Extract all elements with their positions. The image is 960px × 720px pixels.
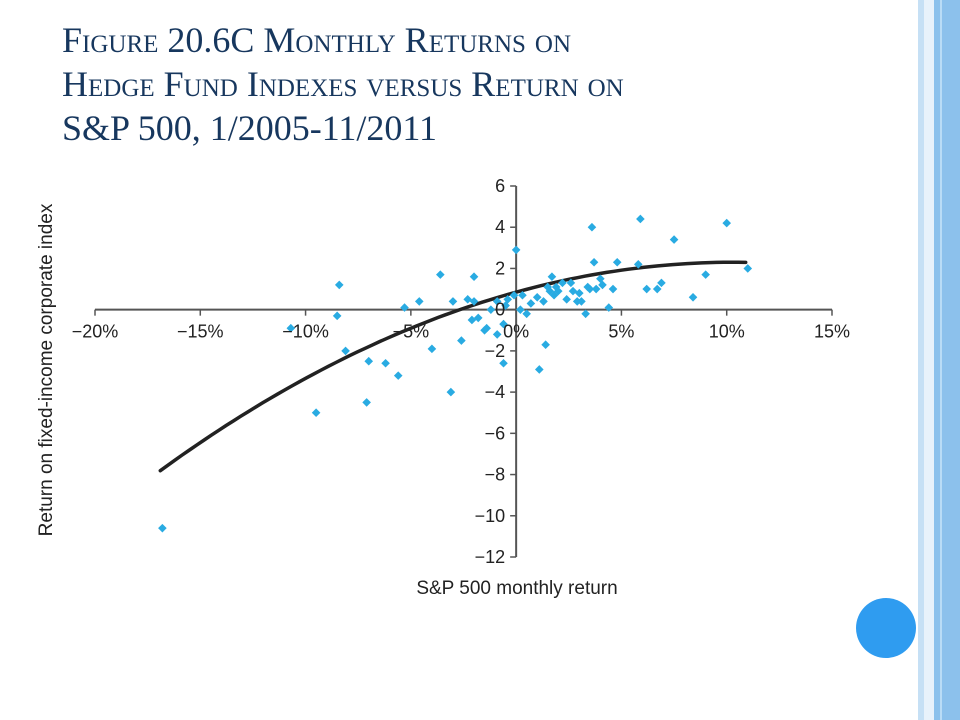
title-line-1: Figure 20.6C Monthly Returns on — [62, 20, 572, 60]
data-point — [532, 293, 542, 302]
data-point — [589, 257, 599, 267]
data-point — [364, 356, 374, 366]
decor-bar-3-edge — [940, 0, 942, 720]
data-point — [516, 305, 525, 314]
data-point — [701, 270, 710, 279]
data-point — [743, 264, 753, 273]
data-point — [334, 280, 344, 290]
data-point — [492, 297, 502, 306]
y-tick-label: −4 — [485, 382, 506, 402]
data-point — [547, 272, 557, 281]
data-point — [414, 297, 424, 306]
x-tick-label: 0% — [503, 322, 529, 342]
x-tick-label: −20% — [72, 322, 119, 342]
data-point — [585, 284, 595, 294]
data-point — [469, 272, 479, 281]
data-point — [553, 286, 563, 296]
data-point — [469, 297, 479, 306]
fit-curve-group — [158, 260, 748, 473]
data-point — [503, 295, 513, 304]
data-point — [492, 330, 502, 339]
data-point — [587, 222, 597, 232]
data-point — [482, 323, 491, 333]
data-point — [446, 387, 456, 397]
title-line-2: Hedge Fund Indexes versus Return on — [62, 64, 624, 104]
data-point — [436, 270, 445, 279]
tick-labels: −20% −15% −10% −5% 0% 5% 10% 15% 6 4 2 0 −2 −4 −6 −8 −10… — [72, 176, 850, 567]
x-tick-label: 5% — [608, 322, 634, 342]
fit-curve — [158, 260, 748, 473]
data-point — [486, 305, 496, 314]
y-tick-label: −2 — [485, 341, 506, 361]
title-line-3: S&P 500, 1/2005-11/2011 — [62, 108, 438, 148]
decor-circle — [856, 598, 916, 658]
data-point — [457, 336, 466, 345]
decor-bar-2 — [924, 0, 934, 720]
x-tick-label: −5% — [393, 322, 430, 342]
data-point — [400, 303, 409, 312]
slide-title: Figure 20.6C Monthly Returns on Hedge Fu… — [62, 18, 862, 150]
x-tick-label: −10% — [282, 322, 329, 342]
data-point — [633, 260, 643, 269]
data-point — [722, 218, 732, 228]
data-point — [526, 299, 536, 308]
decor-bar-3 — [934, 0, 960, 720]
data-point — [473, 313, 483, 323]
data-point — [566, 278, 576, 288]
points-group — [158, 214, 753, 533]
data-point — [362, 398, 371, 407]
y-axis-label: Return on fixed-income corporate index — [36, 203, 57, 536]
data-point — [499, 319, 508, 329]
data-point — [499, 358, 508, 368]
y-tick-label: 2 — [495, 258, 505, 278]
y-tick-label: 4 — [495, 217, 505, 237]
x-tick-label: 10% — [709, 322, 745, 342]
data-point — [286, 323, 296, 333]
data-point — [509, 290, 519, 300]
x-axis-label: S&P 500 monthly return — [416, 578, 617, 599]
data-point — [535, 365, 544, 374]
data-point — [467, 315, 477, 325]
y-tick-label: 6 — [495, 176, 505, 196]
y-tick-label: −8 — [485, 465, 506, 485]
data-point — [427, 344, 437, 354]
axes — [94, 185, 833, 558]
data-point — [448, 297, 458, 306]
x-tick-label: 15% — [814, 322, 850, 342]
y-tick-label: −6 — [485, 423, 506, 443]
data-point — [581, 309, 590, 319]
data-point — [511, 245, 521, 255]
y-tick-label: 0 — [495, 300, 505, 320]
data-point — [591, 284, 601, 294]
data-point — [562, 295, 571, 304]
data-point — [522, 309, 531, 319]
x-tick-label: −15% — [177, 322, 224, 342]
data-point — [341, 346, 350, 356]
data-point — [657, 278, 666, 288]
data-point — [393, 371, 403, 380]
data-point — [669, 235, 679, 244]
data-point — [332, 311, 342, 321]
data-point — [575, 288, 584, 298]
data-point — [541, 340, 550, 350]
decor-bar-1 — [918, 0, 924, 720]
data-point — [604, 303, 614, 312]
data-point — [642, 284, 651, 294]
data-point — [558, 278, 567, 288]
data-point — [381, 358, 390, 368]
data-point — [608, 284, 618, 294]
y-tick-label: −10 — [475, 506, 506, 526]
data-point — [158, 523, 167, 533]
data-point — [577, 297, 586, 306]
data-point — [598, 280, 607, 290]
data-point — [636, 214, 645, 224]
data-point — [612, 257, 622, 267]
data-point — [652, 284, 662, 294]
y-tick-label: −12 — [475, 547, 506, 567]
data-point — [311, 408, 321, 418]
data-point — [688, 293, 698, 302]
scatter-chart: −20% −15% −10% −5% 0% 5% 10% 15% 6 4 2 0 −2 −4 −6 −8 −10… — [36, 176, 850, 599]
data-point — [518, 290, 527, 300]
data-point — [539, 297, 548, 306]
